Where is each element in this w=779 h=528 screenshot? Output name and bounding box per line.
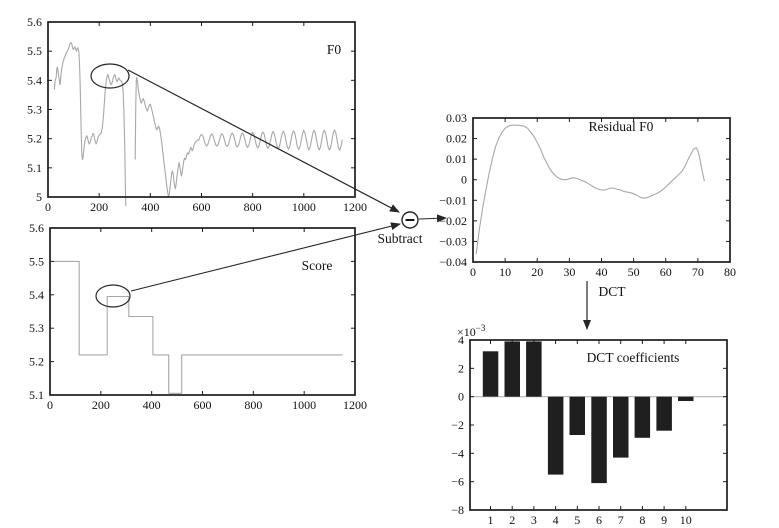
residual-x-tick-label: 70 [692, 265, 704, 279]
dct-y-tick-label: −4 [451, 446, 464, 460]
score-y-tick-label: 5.1 [29, 388, 44, 402]
score-y-tick-label: 5.5 [29, 254, 44, 268]
f0-y-tick-label: 5 [36, 190, 42, 204]
residual-x-tick-label: 50 [628, 265, 640, 279]
residual-x-tick-label: 60 [660, 265, 672, 279]
residual-y-tick-label: −0.03 [439, 234, 467, 248]
f0-y-tick-label: 5.2 [27, 132, 42, 146]
score-plot: 0 200 400 600 800 1000 1200 5.6 5.5 5.4 5.3 5.2 5.1 S… [29, 221, 367, 412]
score-title: Score [302, 258, 333, 273]
bar-7 [613, 396, 629, 458]
residual-x-tick-label: 10 [499, 265, 511, 279]
dct-x-tick-label: 5 [574, 513, 580, 527]
dct-y-tick-label: −8 [451, 503, 464, 517]
dct-x-tick-label: 7 [618, 513, 624, 527]
score-y-tick-label: 5.2 [29, 355, 44, 369]
f0-x-tick-label: 1200 [343, 200, 367, 214]
dct-y-tick-label: 0 [458, 390, 464, 404]
f0-to-subtract-connector [127, 69, 400, 213]
f0-plot: 0 200 400 600 800 1000 1200 5.6 5.5 5.4 5.3 5.2 5.1 5… [27, 15, 367, 214]
dct-x-tick-label: 3 [531, 513, 537, 527]
residual-title: Residual F0 [589, 119, 654, 134]
dct-y-tick-label: −2 [451, 418, 464, 432]
f0-x-tick-label: 1000 [292, 200, 316, 214]
bar-9 [656, 396, 672, 431]
score-x-tick-label: 1000 [292, 398, 316, 412]
residual-y-tick-label: 0.02 [446, 132, 467, 146]
score-y-tick-label: 5.6 [29, 221, 44, 235]
dct-y-tick-label: −6 [451, 475, 464, 489]
f0-x-tick-label: 800 [244, 200, 262, 214]
bar-2 [504, 341, 520, 397]
f0-curve [53, 41, 127, 207]
residual-y-tick-label: −0.01 [439, 193, 467, 207]
dct-x-tick-label: 2 [509, 513, 515, 527]
residual-plot: 0 10 20 30 40 50 60 70 800.030.020.010−0.01−0.02… [439, 111, 736, 279]
f0-x-tick-label: 200 [90, 200, 108, 214]
subtract-label: Subtract [378, 231, 423, 246]
score-x-tick-label: 600 [194, 398, 212, 412]
score-x-tick-label: 0 [47, 398, 53, 412]
f0-y-tick-label: 5.6 [27, 15, 42, 29]
dct-plot: 1 2 3 4 5 6 7 8 9 10 4 2 0 −2 −4 −6 −8 DCT coefficients ×1… [451, 323, 728, 527]
residual-y-tick-label: 0.01 [446, 152, 467, 166]
dct-x-tick-label: 4 [553, 513, 559, 527]
score-to-subtract-connector [130, 222, 401, 292]
f0-x-tick-label: 400 [141, 200, 159, 214]
score-x-tick-label: 200 [92, 398, 110, 412]
dct-x-tick-label: 1 [488, 513, 494, 527]
score-y-tick-label: 5.4 [29, 288, 44, 302]
dct-x-tick-label: 10 [680, 513, 692, 527]
dct-x-tick-label: 9 [661, 513, 667, 527]
bar-6 [591, 396, 607, 484]
dct-x-tick-label: 8 [639, 513, 645, 527]
bar-5 [569, 396, 585, 435]
score-x-tick-label: 1200 [343, 398, 367, 412]
residual-y-tick-label: −0.04 [439, 255, 467, 269]
score-y-tick-label: 5.3 [29, 321, 44, 335]
residual-x-tick-label: 0 [470, 265, 476, 279]
residual-x-tick-label: 20 [531, 265, 543, 279]
residual-y-tick-label: 0 [461, 173, 467, 187]
f0-x-tick-label: 0 [45, 200, 51, 214]
f0-y-tick-label: 5.1 [27, 161, 42, 175]
residual-curve [475, 124, 705, 255]
subtract-to-residual-arrow [418, 214, 447, 223]
f0-y-tick-label: 5.4 [27, 73, 42, 87]
score-x-tick-label: 400 [143, 398, 161, 412]
residual-y-tick-label: 0.03 [446, 111, 467, 125]
dct-x-tick-label: 6 [596, 513, 602, 527]
score-curve [51, 260, 343, 394]
bar-10 [678, 396, 694, 401]
score-x-tick-label: 800 [244, 398, 262, 412]
f0-highlight-ellipse [90, 63, 130, 89]
f0-y-tick-label: 5.3 [27, 103, 42, 117]
dct-y-tick-label: 4 [458, 333, 464, 347]
f0-title: F0 [327, 42, 342, 57]
dct-y-tick-label: 2 [458, 361, 464, 375]
f0-y-tick-label: 5.5 [27, 44, 42, 58]
bar-3 [526, 341, 542, 397]
residual-x-tick-label: 40 [596, 265, 608, 279]
dct-scale-label: ×10−3 [457, 323, 486, 339]
dct-label: DCT [599, 284, 627, 299]
score-highlight-ellipse [95, 284, 131, 308]
bar-8 [634, 396, 651, 438]
bar-1 [482, 351, 499, 397]
bar-4 [547, 396, 564, 475]
residual-x-tick-label: 80 [724, 265, 736, 279]
residual-x-tick-label: 30 [563, 265, 575, 279]
dct-title: DCT coefficients [587, 350, 680, 365]
f0-curve [134, 76, 343, 197]
f0-x-tick-label: 600 [193, 200, 211, 214]
